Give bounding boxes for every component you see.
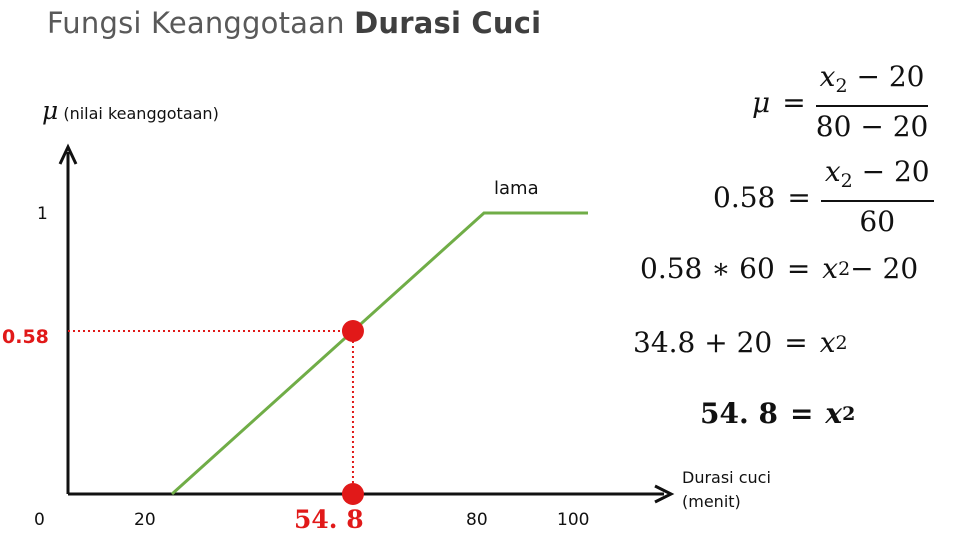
equation-1: μ = x2 − 20 80 − 20 [752, 60, 929, 144]
eq5-equals: = [789, 397, 814, 430]
y-axis-arrowhead [58, 143, 78, 165]
x-result-label: 54. 8 [294, 505, 364, 534]
eq3-rhs-sub: 2 [838, 257, 851, 280]
eq5-rhs-sub: 2 [842, 402, 856, 425]
mu-symbol: μ [42, 96, 59, 125]
eq3-lhs: 0.58 ∗ 60 [640, 252, 775, 285]
eq4-equals: = [784, 326, 808, 359]
eq5-rhs-var: x [825, 397, 843, 430]
eq2-equals: = [787, 180, 811, 214]
eq2-fraction: x2 − 20 60 [820, 155, 934, 239]
eq2-denominator: 60 [859, 205, 896, 238]
x-axis-arrowhead [654, 484, 675, 504]
series-line-lama [170, 211, 588, 496]
x-axis-label: Durasi cuci (menit) [682, 466, 771, 514]
equation-2: 0.58 = x2 − 20 60 [713, 155, 934, 239]
eq4-rhs-sub: 2 [835, 331, 848, 354]
x-tick-80: 80 [466, 510, 488, 530]
x-axis-point [341, 483, 364, 505]
x-tick-100: 100 [557, 510, 590, 530]
eq2-num-var: x [824, 155, 841, 188]
intersection-point [341, 320, 364, 343]
eq1-equals: = [782, 85, 806, 119]
y-tick-1: 1 [37, 204, 48, 224]
eq1-num-var: x [819, 60, 836, 93]
slide-title: Fungsi Keanggotaan Durasi Cuci [47, 6, 541, 40]
x-axis-label-line2: (menit) [682, 492, 741, 511]
eq2-num-sub: 2 [840, 170, 853, 192]
eq1-numerator: x2 − 20 [815, 60, 929, 107]
eq5-lhs: 54. 8 [700, 397, 778, 430]
x-tick-20: 20 [134, 510, 156, 530]
curve-label: lama [494, 178, 539, 199]
eq1-lhs: μ [752, 85, 771, 119]
y-tick-058: 0.58 [2, 326, 49, 348]
eq2-numerator: x2 − 20 [820, 155, 934, 202]
y-axis-label: μ (nilai keanggotaan) [42, 96, 219, 125]
x-axis-label-line1: Durasi cuci [682, 468, 771, 487]
eq1-fraction: x2 − 20 80 − 20 [815, 60, 929, 144]
eq4-rhs-var: x [819, 326, 836, 359]
eq3-equals: = [786, 252, 811, 285]
title-prefix: Fungsi Keanggotaan [47, 6, 355, 40]
eq1-num-sub: 2 [835, 75, 848, 97]
eq3-rhs-var: x [822, 252, 839, 285]
title-emphasis: Durasi Cuci [354, 6, 542, 40]
eq4-lhs: 34.8 + 20 [633, 326, 773, 359]
eq3-rhs-rest: − 20 [850, 252, 919, 285]
eq1-denominator: 80 − 20 [815, 110, 929, 143]
x-tick-0: 0 [34, 510, 45, 530]
eq1-num-rest: − 20 [847, 60, 925, 93]
eq2-num-rest: − 20 [852, 155, 930, 188]
eq2-lhs: 0.58 [713, 180, 776, 214]
y-axis-label-text: (nilai keanggotaan) [63, 104, 219, 123]
